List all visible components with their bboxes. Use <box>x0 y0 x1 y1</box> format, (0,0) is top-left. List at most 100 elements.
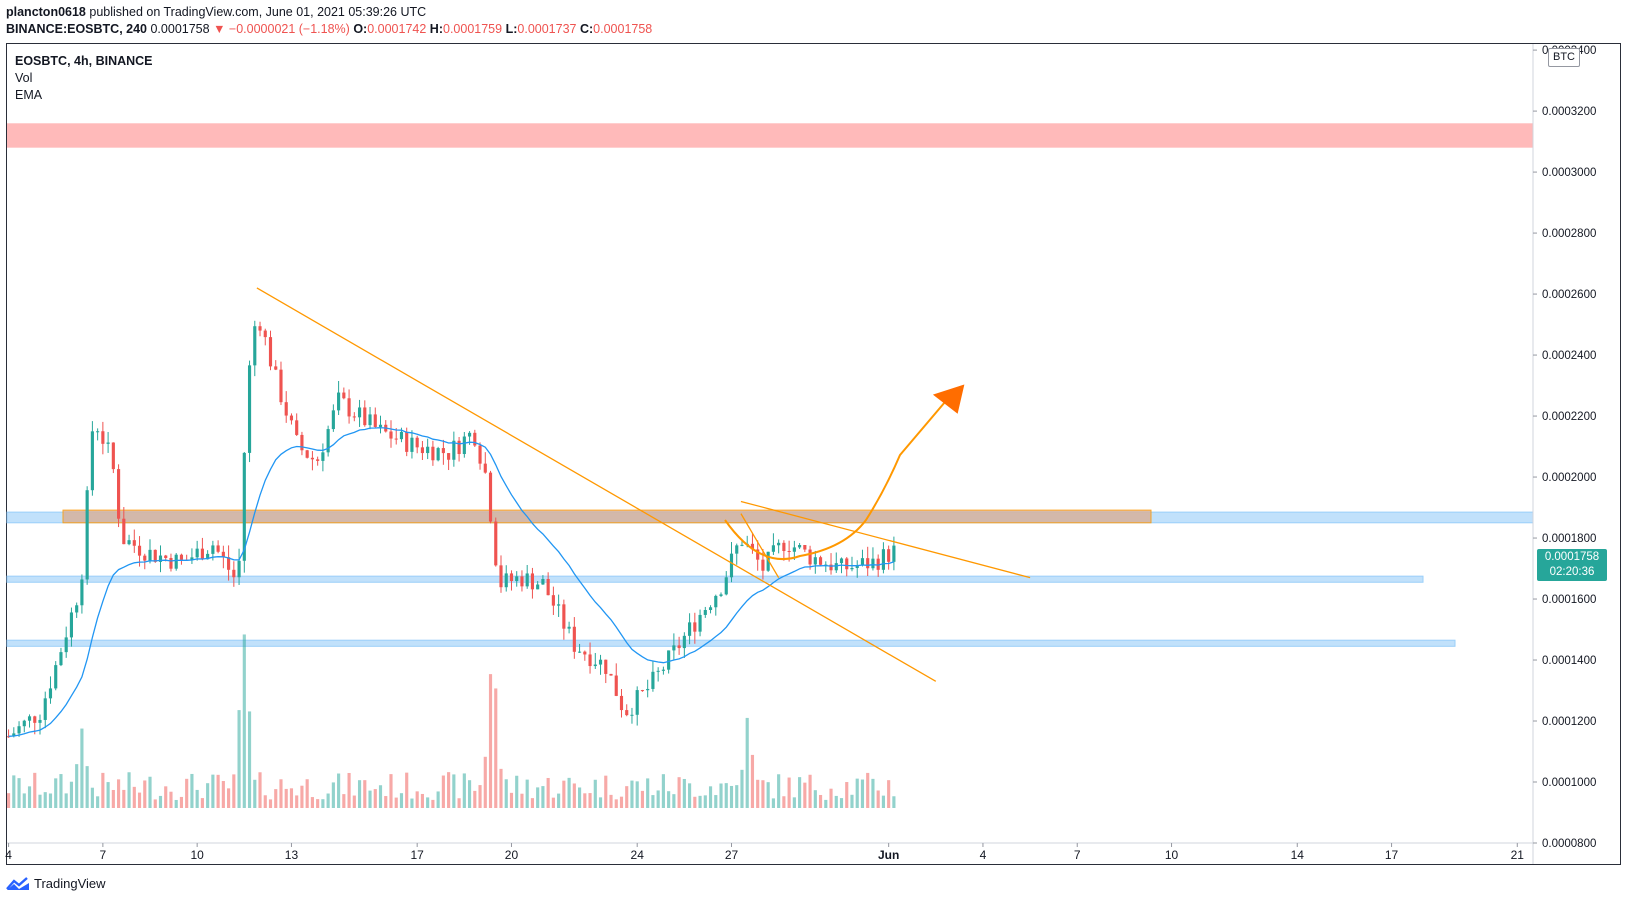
currency-label[interactable]: BTC <box>1548 48 1580 67</box>
volume-bar <box>520 793 524 808</box>
chart-frame[interactable] <box>6 43 1621 865</box>
candle-body <box>179 554 184 560</box>
candle-body <box>740 544 744 546</box>
candle-body <box>892 545 896 562</box>
candle-body <box>536 584 540 590</box>
volume-bar <box>247 711 252 808</box>
candle-body <box>782 542 786 552</box>
volume-bar <box>431 799 435 808</box>
volume-bar <box>441 775 445 808</box>
candle-body <box>860 558 865 566</box>
candle-body <box>75 605 79 613</box>
candle-body <box>7 736 11 738</box>
x-tick-label: 17 <box>411 848 425 862</box>
candle-body <box>557 604 561 606</box>
candle-body <box>494 521 498 566</box>
candle-body <box>798 545 802 548</box>
volume-bar <box>363 780 367 808</box>
candle-body <box>619 695 624 711</box>
publish-info: plancton0618 published on TradingView.co… <box>6 5 426 19</box>
volume-bar <box>185 778 189 808</box>
candle-body <box>845 558 849 570</box>
volume-bar <box>640 790 645 808</box>
volume-bar <box>405 772 409 808</box>
projection-curve <box>724 401 946 561</box>
legend-ema[interactable]: EMA <box>15 88 43 102</box>
volume-bar <box>410 798 414 808</box>
candle-body <box>452 440 456 460</box>
volume-bar <box>729 785 734 808</box>
candle-body <box>90 431 94 491</box>
price-change: ▼ −0.0000021 (−1.18%) <box>213 22 350 36</box>
volume-bar <box>855 778 859 808</box>
volume-bar <box>179 796 184 808</box>
candle-body <box>174 554 178 569</box>
volume-bar <box>399 793 404 808</box>
volume-bar <box>614 799 618 808</box>
volume-bar <box>347 772 351 808</box>
candle-body <box>300 434 304 451</box>
candle-body <box>268 337 273 367</box>
volume-bar <box>876 790 880 808</box>
volume-bar <box>48 793 53 808</box>
volume-bar <box>216 774 220 808</box>
candle-body <box>625 710 629 716</box>
volume-bar <box>253 779 257 808</box>
volume-bar <box>258 772 262 808</box>
volume-bar <box>860 779 865 808</box>
candle-body <box>232 569 236 578</box>
candle-body <box>363 407 367 426</box>
volume-bar <box>536 787 540 808</box>
candle-body <box>818 557 823 565</box>
candle-body <box>368 414 372 426</box>
volume-bar <box>394 797 398 808</box>
legend-vol[interactable]: Vol <box>15 71 33 85</box>
candle-body <box>562 604 566 629</box>
volume-bar <box>64 793 68 808</box>
candle-body <box>237 560 241 578</box>
open-value: 0.0001742 <box>367 22 427 36</box>
last-price-tag: 0.0001758 02:20:36 <box>1537 549 1607 581</box>
zone-support-mid <box>6 575 1424 583</box>
candle-body <box>357 407 362 418</box>
candle-body <box>604 659 608 674</box>
volume-bar <box>117 779 121 808</box>
x-tick-label: 4 <box>5 848 12 862</box>
candle-body <box>656 670 660 672</box>
volume-bar <box>515 775 519 808</box>
volume-bar <box>646 778 650 808</box>
y-tick-label: 0.0002600 <box>1542 289 1596 301</box>
candle-body <box>153 549 157 562</box>
volume-bar <box>190 773 194 808</box>
volume-bar <box>630 780 634 808</box>
candle-body <box>347 398 351 417</box>
volume-bar <box>90 787 94 808</box>
volume-bar <box>436 791 440 808</box>
volume-bar <box>389 774 393 808</box>
trendline-descending-trendline <box>256 287 937 682</box>
x-tick-label: 20 <box>505 848 519 862</box>
candle-body <box>813 557 817 565</box>
candle-body <box>630 714 634 716</box>
volume-bar <box>300 785 304 808</box>
footer-brand[interactable]: TradingView <box>6 876 106 891</box>
candle-body <box>708 607 713 611</box>
candle-body <box>724 577 728 595</box>
legend-symbol[interactable]: EOSBTC, 4h, BINANCE <box>15 54 153 68</box>
x-tick-label: 14 <box>1291 848 1305 862</box>
candle-body <box>651 671 655 689</box>
volume-bar <box>164 786 168 808</box>
candle-body <box>258 326 262 331</box>
candle-body <box>609 673 613 676</box>
candle-body <box>467 432 472 437</box>
volume-bar <box>310 797 314 808</box>
author-name[interactable]: plancton0618 <box>6 5 86 19</box>
candle-body <box>667 650 671 670</box>
volume-bar <box>813 790 817 808</box>
candle-body <box>316 459 320 461</box>
volume-bar <box>567 777 571 808</box>
candle-body <box>803 545 807 550</box>
volume-bar <box>415 791 419 808</box>
volume-bar <box>787 777 791 808</box>
